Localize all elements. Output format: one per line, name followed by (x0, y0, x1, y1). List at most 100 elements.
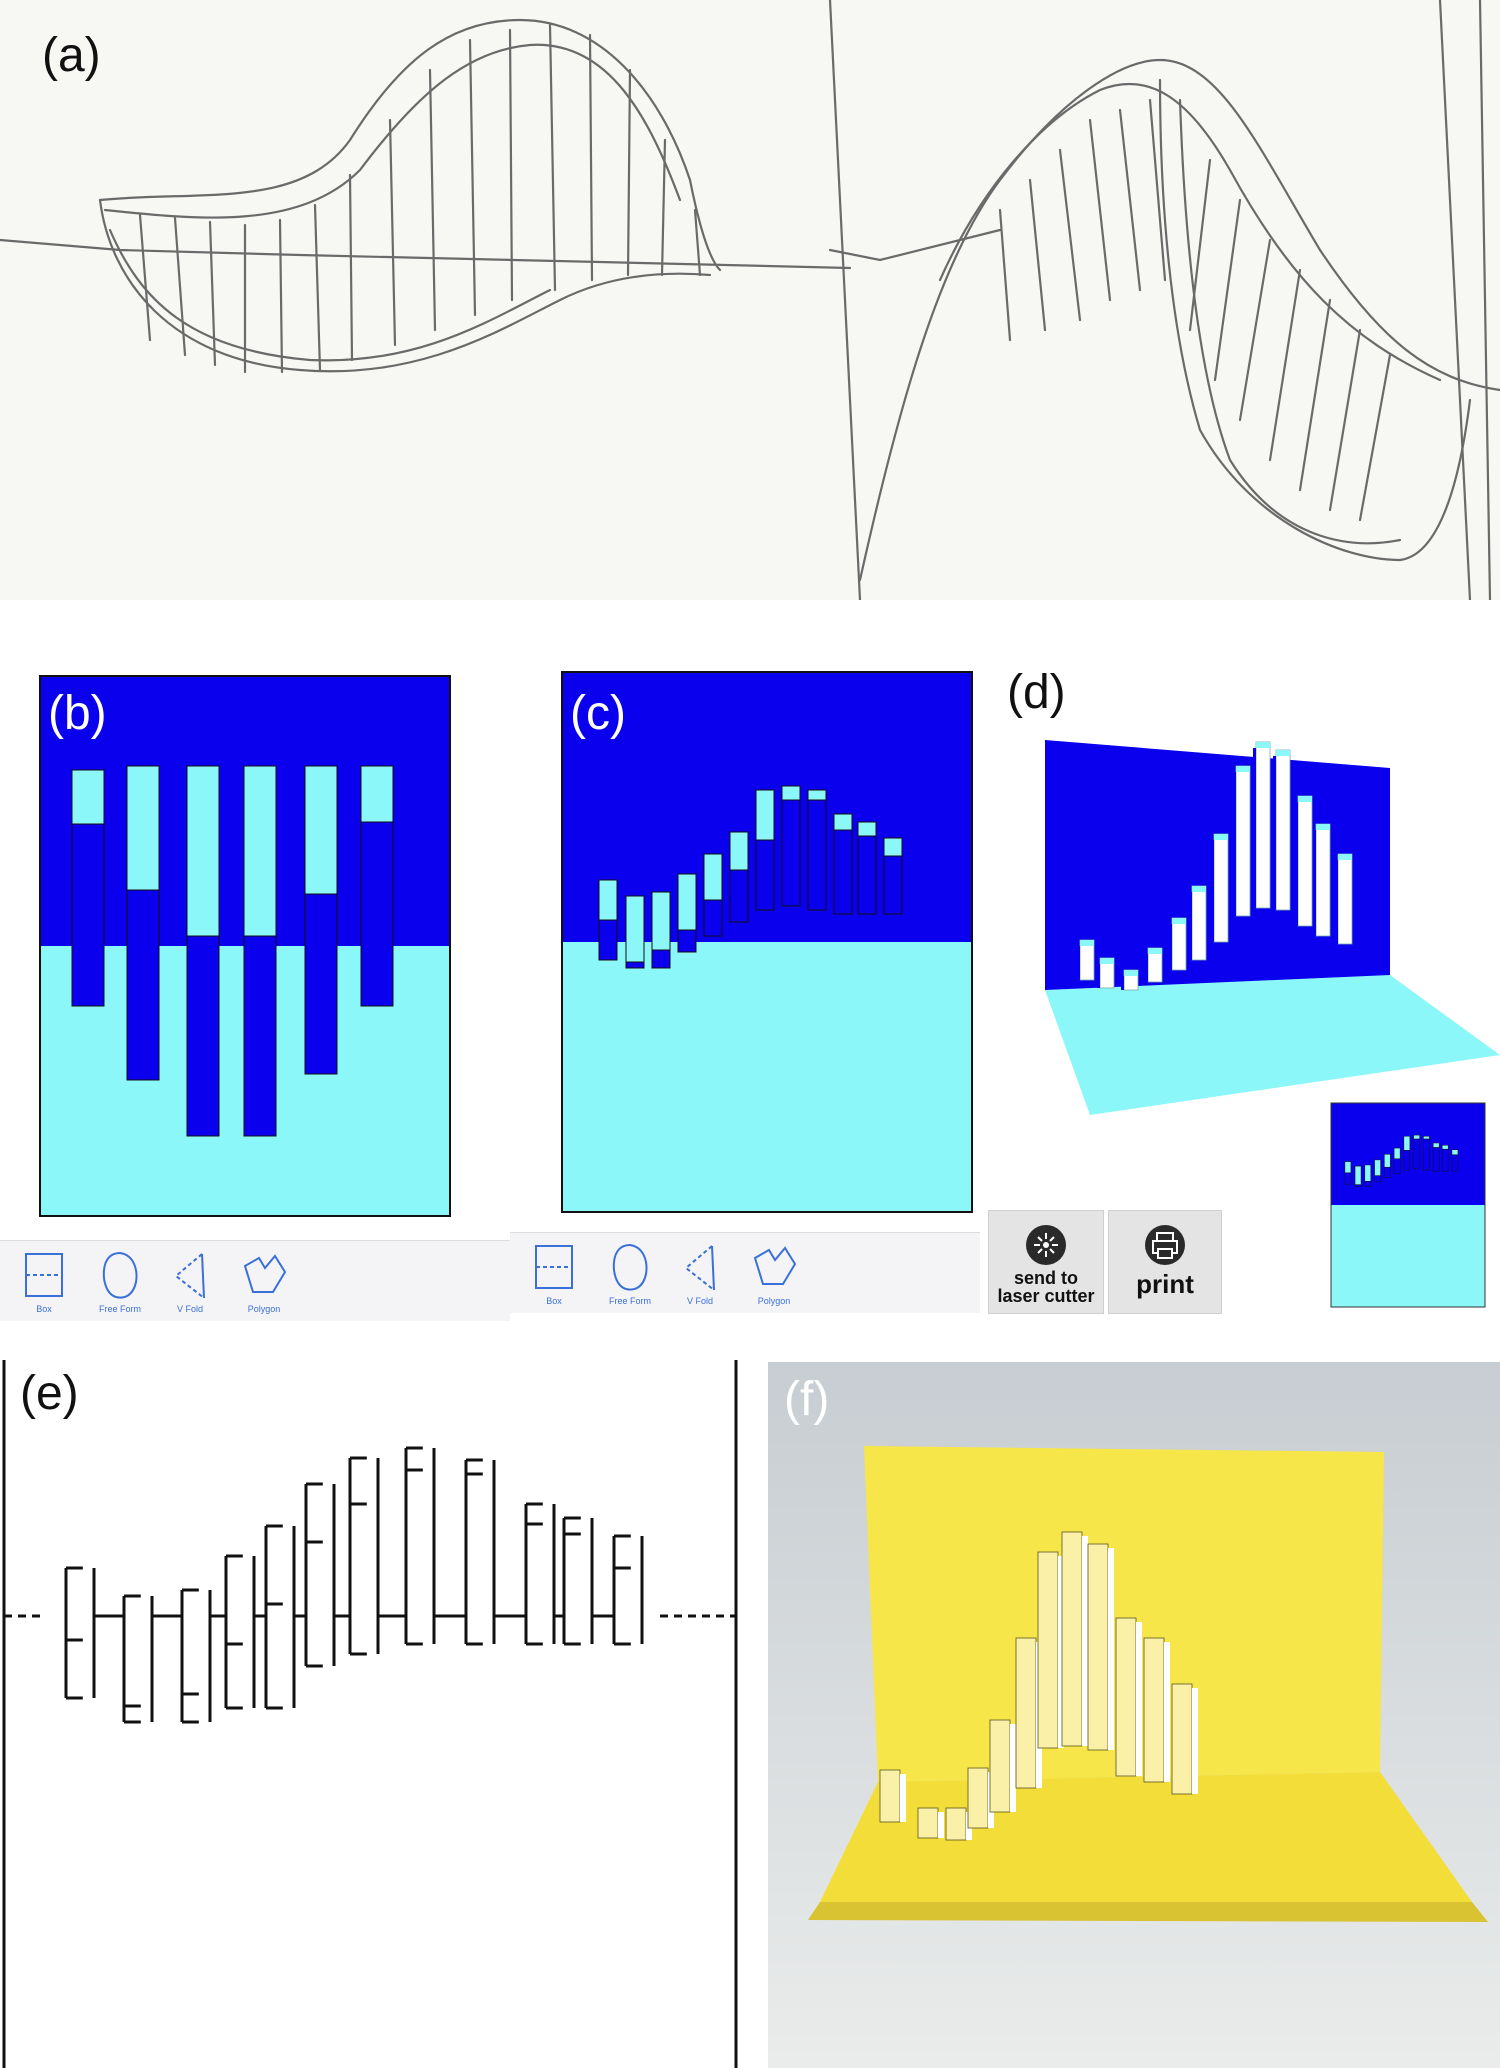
popup-strip-face (1255, 741, 1271, 909)
thumb-strip-lower (1374, 1175, 1381, 1183)
popup-strip-side (1273, 756, 1276, 910)
strip-lower (360, 821, 394, 1007)
popup-strip-side (1233, 772, 1236, 916)
strip-lower (857, 835, 877, 915)
strip-upper (677, 873, 697, 931)
strip-upper (304, 765, 338, 895)
tool-vfold[interactable]: V Fold (150, 1250, 230, 1314)
card-canvas-b (39, 675, 451, 1217)
vfold-tool-icon (174, 1253, 205, 1299)
thumb-strip-lower (1403, 1150, 1411, 1171)
paper-strip-face (1143, 1637, 1165, 1783)
card-canvas-c (561, 671, 973, 1213)
popup-strip-top (1298, 796, 1312, 802)
strip-upper (360, 765, 394, 823)
paper-strip-face (879, 1769, 901, 1823)
printer-icon (1152, 1232, 1178, 1259)
panel-b: (b) (0, 670, 510, 1321)
panel-label-b: (b) (48, 687, 107, 740)
thumb-strip-upper (1432, 1142, 1440, 1148)
popup-strip-top (1256, 742, 1270, 748)
tool-label: Free Form (608, 1296, 651, 1306)
pencil-sketch (0, 0, 1500, 600)
paper-strip-side (1058, 1556, 1064, 1748)
strip-upper (71, 769, 105, 825)
toolbar-c (510, 1232, 980, 1313)
tool-label: Polygon (757, 1296, 791, 1306)
popup-strip-face (1171, 917, 1187, 971)
popup-strip-side (1295, 802, 1298, 926)
panel-c: (c) (510, 670, 980, 1320)
box-tool-icon (535, 1245, 573, 1289)
strip-upper (598, 879, 618, 921)
strip-upper (857, 821, 877, 837)
strip-lower (729, 869, 749, 923)
thumb-strip-upper (1441, 1145, 1449, 1150)
tool-polygon[interactable]: Polygon (734, 1242, 814, 1306)
print-button[interactable]: print (1108, 1210, 1222, 1314)
paper-strip-face (1115, 1617, 1137, 1777)
tool-freeform[interactable]: Free Form (80, 1250, 160, 1314)
strip-upper (186, 765, 220, 937)
thumb-strip-upper (1364, 1164, 1372, 1182)
tool-freeform[interactable]: Free Form (590, 1242, 670, 1306)
thumb-strip-upper (1423, 1135, 1430, 1140)
tool-label: V Fold (176, 1304, 203, 1314)
strip-upper (243, 765, 277, 937)
strip-lower (755, 839, 775, 911)
tool-box[interactable]: Box (514, 1242, 594, 1306)
cut-pattern (2, 1360, 738, 2068)
popup-strip-top (1236, 766, 1250, 772)
strip-upper (625, 895, 645, 963)
panel-d: (d) (980, 669, 1500, 1320)
paper-strip-face (917, 1807, 939, 1839)
strip-upper (833, 813, 853, 831)
card-thumbnail (1330, 1102, 1486, 1308)
tool-polygon[interactable]: Polygon (224, 1250, 304, 1314)
panel-label-a: (a) (42, 29, 101, 82)
popup-strip-side (1077, 946, 1080, 980)
paper-strip-side (1108, 1548, 1114, 1750)
popup-strip-side (1169, 924, 1172, 970)
polygon-tool-icon (753, 1246, 797, 1285)
thumb-strip-lower (1413, 1138, 1420, 1170)
tool-label: Free Form (98, 1304, 141, 1314)
strip-lower (677, 929, 697, 953)
popup-strip-side (1253, 748, 1256, 908)
paper-strip-side (1136, 1622, 1142, 1776)
laser-label-line2: laser cutter (997, 1286, 1095, 1306)
popup-strip-face (1235, 765, 1251, 917)
paper-strip-face (1037, 1551, 1059, 1749)
paper-strip-side (1010, 1724, 1016, 1812)
tool-vfold[interactable]: V Fold (660, 1242, 740, 1306)
thumb-strip-lower (1451, 1154, 1459, 1172)
thumb-strip-upper (1413, 1134, 1420, 1140)
toolbar-b (0, 1240, 510, 1321)
popup-strip-side (1145, 954, 1148, 982)
popup-strip-top (1338, 854, 1352, 860)
printer-icon (1145, 1225, 1185, 1265)
strip-upper (703, 853, 723, 901)
strip-lower (71, 823, 105, 1007)
panel-label-e: (e) (20, 1367, 79, 1420)
popup-strip-face (1297, 795, 1313, 927)
thumb-strip-lower (1393, 1158, 1401, 1174)
send-to-laser-cutter-button[interactable]: send to laser cutter (988, 1210, 1104, 1314)
popup-strip-top (1148, 948, 1162, 954)
thumb-strip-lower (1384, 1166, 1391, 1178)
popup-strip-face (1337, 853, 1353, 945)
popup-strip-side (1121, 976, 1124, 990)
thumb-strip-lower (1441, 1148, 1449, 1172)
polygon-tool-icon (243, 1254, 287, 1293)
paper-strip-side (1082, 1536, 1088, 1746)
popup-strip-face (1275, 749, 1291, 911)
paper-strip-side (938, 1812, 944, 1838)
strip-lower (703, 899, 723, 937)
paper-strip-side (900, 1774, 906, 1822)
paper-strip-side (1164, 1642, 1170, 1782)
tool-label: Box (546, 1296, 562, 1306)
laser-icon (1034, 1233, 1058, 1257)
tool-box[interactable]: Box (4, 1250, 84, 1314)
thumb-strip-upper (1451, 1149, 1459, 1156)
paper-strip-face (1171, 1683, 1193, 1795)
